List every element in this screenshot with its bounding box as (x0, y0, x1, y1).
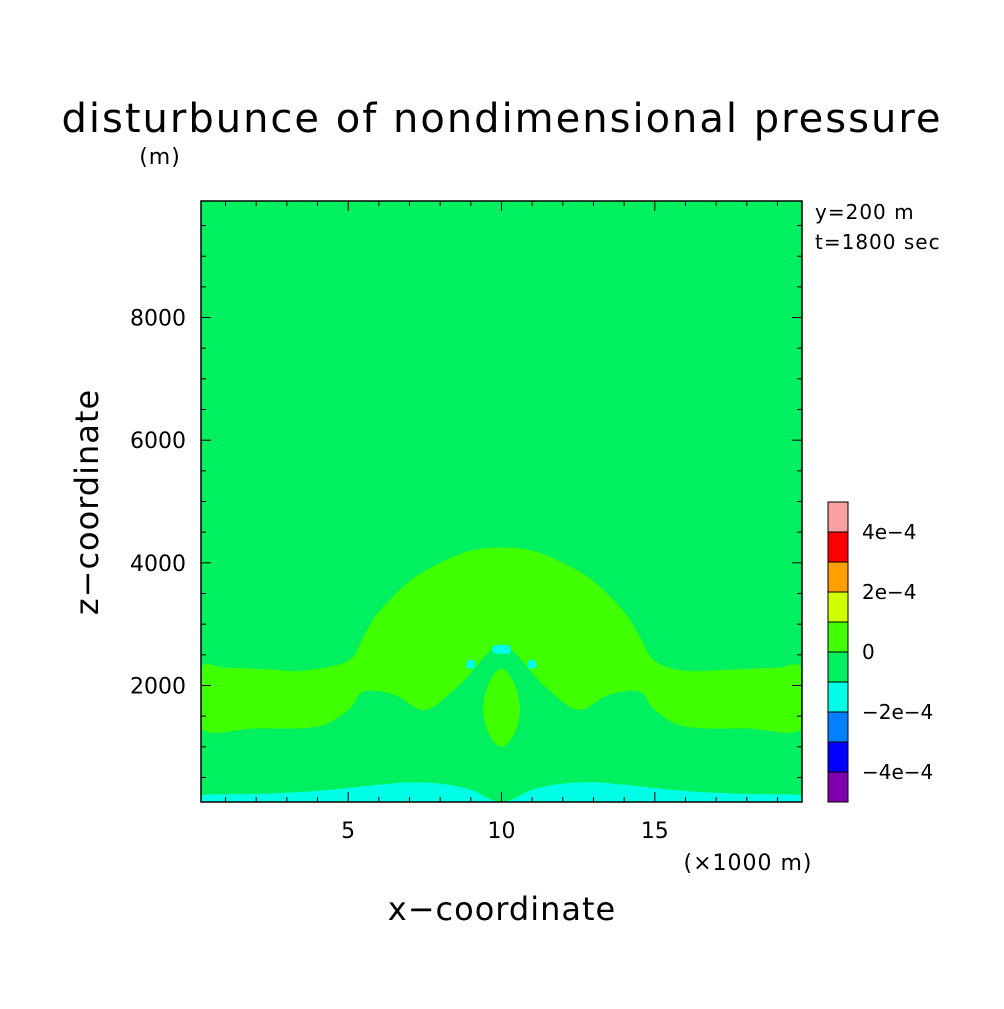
x-tick-label: 5 (341, 819, 355, 844)
info-time: t=1800 sec (815, 230, 941, 254)
y-tick-label: 8000 (130, 307, 186, 332)
contour-region-negative-surface-layer (201, 782, 802, 802)
colorbar-segment (827, 741, 849, 773)
contour-regions (201, 547, 802, 802)
x-axis: 5 10 15 (225, 201, 778, 844)
colorbar-tick-label: −4e−4 (862, 760, 933, 784)
colorbar-segment (827, 591, 849, 623)
colorbar-segment (827, 501, 849, 533)
y-tick-label: 6000 (130, 429, 186, 454)
colorbar-segment (827, 531, 849, 563)
colorbar-tick-label: 4e−4 (862, 520, 917, 544)
contour-region-positive-band (201, 547, 802, 733)
x-unit-label: (×1000 m) (683, 851, 812, 876)
colorbar: −4e−4 −2e−4 0 2e−4 4e−4 (827, 501, 933, 803)
contour-region-negative-cell-left (466, 659, 476, 669)
chart-title: disturbunce of nondimensional pressure (62, 96, 943, 142)
y-unit-label: (m) (139, 145, 181, 170)
colorbar-segment (827, 711, 849, 743)
colorbar-segment (827, 681, 849, 713)
plot-area (200, 200, 803, 803)
y-tick-label: 2000 (130, 674, 186, 699)
colorbar-segment (827, 621, 849, 653)
colorbar-tick-label: 0 (862, 640, 875, 664)
colorbar-segment (827, 771, 849, 803)
y-axis: 2000 4000 6000 8000 (130, 225, 802, 778)
colorbar-segment (827, 651, 849, 683)
y-axis-label: z−coordinate (68, 389, 106, 615)
y-tick-label: 4000 (130, 552, 186, 577)
info-y-position: y=200 m (815, 200, 915, 224)
x-axis-label: x−coordinate (388, 890, 616, 928)
x-tick-label: 10 (488, 819, 516, 844)
contour-region-negative-cell-top (491, 644, 512, 654)
colorbar-segment (827, 561, 849, 593)
colorbar-tick-label: −2e−4 (862, 700, 933, 724)
contour-region-negative-cell-right (527, 659, 537, 669)
x-tick-label: 15 (641, 819, 669, 844)
colorbar-tick-label: 2e−4 (862, 580, 917, 604)
contour-region-positive-lobe (483, 668, 520, 747)
